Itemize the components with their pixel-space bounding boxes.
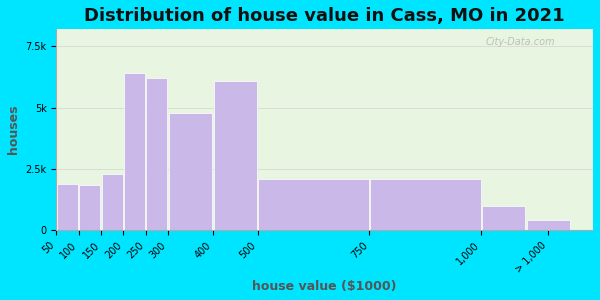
Bar bbox=[370, 179, 481, 230]
Bar bbox=[482, 206, 525, 230]
Bar bbox=[124, 74, 145, 230]
Y-axis label: houses: houses bbox=[7, 105, 20, 154]
Bar bbox=[258, 179, 369, 230]
X-axis label: house value ($1000): house value ($1000) bbox=[253, 280, 397, 293]
Bar bbox=[146, 78, 167, 230]
Bar bbox=[102, 174, 123, 230]
Bar bbox=[214, 81, 257, 230]
Text: City-Data.com: City-Data.com bbox=[486, 37, 556, 47]
Bar bbox=[169, 112, 212, 230]
Bar bbox=[57, 184, 78, 230]
Title: Distribution of house value in Cass, MO in 2021: Distribution of house value in Cass, MO … bbox=[85, 7, 565, 25]
Bar bbox=[527, 220, 570, 230]
Bar bbox=[79, 185, 100, 230]
